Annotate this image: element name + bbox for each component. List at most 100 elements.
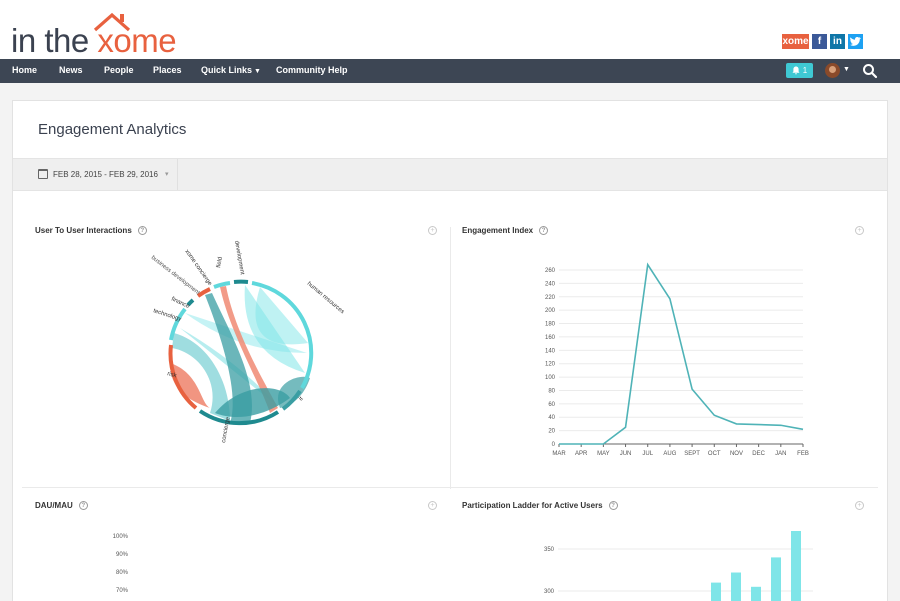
y-tick-label: 180 — [545, 322, 556, 328]
expand-icon[interactable]: + — [855, 226, 864, 235]
y-tick-label: 200 — [545, 308, 556, 314]
analytics-panel: Engagement Analytics FEB 28, 2015 - FEB … — [12, 100, 888, 601]
nav-quick-links[interactable]: Quick Links ▼ — [201, 59, 261, 83]
y-tick-label: 300 — [544, 589, 555, 595]
participation-ladder-chart: 300350400 — [544, 531, 813, 601]
twitter-icon[interactable] — [848, 34, 863, 49]
chevron-down-icon: ▼ — [254, 68, 261, 75]
xome-icon[interactable]: xome — [782, 34, 809, 49]
expand-icon[interactable]: + — [428, 226, 437, 235]
bar — [791, 531, 801, 601]
expand-icon[interactable]: + — [428, 501, 437, 510]
x-tick-label: MAY — [597, 451, 610, 457]
help-icon[interactable]: ? — [539, 226, 549, 235]
filter-separator — [177, 159, 178, 190]
daumau-chart: 100% 90% 80% 70% — [113, 534, 129, 594]
x-tick-label: DEC — [752, 451, 765, 457]
y-tick-label: 20 — [548, 429, 555, 435]
nav-community-help[interactable]: Community Help — [276, 65, 348, 75]
chevron-down-icon[interactable]: ▼ — [843, 66, 850, 73]
y-tick-label: 80% — [116, 570, 129, 576]
y-tick-label: 100 — [545, 375, 556, 381]
y-tick-label: 80 — [548, 388, 555, 394]
y-tick-label: 140 — [545, 348, 556, 354]
nav-home[interactable]: Home — [12, 65, 38, 75]
chord-ribbon — [172, 333, 230, 421]
interactions-card-title: User To User Interactions ? — [35, 226, 147, 235]
nav-news[interactable]: News — [59, 65, 83, 75]
chord-arc-business-development — [196, 287, 211, 298]
social-links: xome f in — [782, 34, 863, 49]
avatar[interactable] — [825, 63, 840, 78]
nav-places[interactable]: Places — [153, 65, 182, 75]
chord-label-field: field — [216, 256, 224, 268]
chord-label-it: it — [298, 396, 305, 403]
y-tick-label: 60 — [548, 402, 555, 408]
x-tick-label: JAN — [775, 451, 786, 457]
help-icon[interactable]: ? — [608, 501, 618, 510]
calendar-icon — [38, 169, 48, 179]
chord-ribbon — [170, 363, 210, 408]
x-tick-label: JUN — [620, 451, 632, 457]
ladder-title-text: Participation Ladder for Active Users — [462, 501, 603, 510]
chord-ribbon — [220, 286, 278, 413]
chord-arc-xome-concierge — [213, 281, 231, 289]
y-tick-label: 220 — [545, 295, 556, 301]
bell-icon — [792, 66, 800, 75]
bar — [711, 582, 721, 601]
nav-quick-links-label: Quick Links — [201, 65, 253, 75]
nav-people[interactable]: People — [104, 65, 134, 75]
chord-arc-human-resources — [251, 281, 314, 389]
help-icon[interactable]: ? — [78, 501, 88, 510]
facebook-icon[interactable]: f — [812, 34, 827, 49]
bar — [751, 586, 761, 601]
search-icon[interactable] — [862, 63, 878, 79]
card-divider-vertical — [450, 227, 451, 489]
y-tick-label: 240 — [545, 281, 556, 287]
notification-count: 1 — [802, 66, 808, 75]
main-nav: Home News People Places Quick Links ▼ Com… — [0, 59, 900, 83]
y-tick-label: 120 — [545, 362, 556, 368]
engagement-card-title: Engagement Index ? — [462, 226, 549, 235]
y-tick-label: 160 — [545, 335, 556, 341]
chord-arc-concierge — [198, 409, 280, 426]
help-icon[interactable]: ? — [137, 226, 147, 235]
chord-label-risk: risk — [166, 371, 178, 379]
ladder-card-title: Participation Ladder for Active Users ? — [462, 501, 618, 510]
daumau-card-title: DAU/MAU ? — [35, 501, 88, 510]
chord-label-technology: technology — [152, 308, 181, 323]
y-tick-label: 70% — [116, 588, 129, 594]
chord-diagram: human resources it concierge risk techno… — [150, 240, 345, 443]
x-tick-label: OCT — [708, 451, 721, 457]
notifications-button[interactable]: 1 — [786, 63, 813, 78]
chord-arc-technology — [169, 307, 187, 341]
date-range-picker[interactable]: FEB 28, 2015 - FEB 29, 2016 ▾ — [38, 169, 168, 179]
chord-arc-finance — [186, 298, 195, 307]
linkedin-icon[interactable]: in — [830, 34, 845, 49]
x-tick-label: AUG — [663, 451, 676, 457]
x-tick-label: NOV — [730, 451, 743, 457]
chord-label-development: development — [233, 240, 245, 275]
chord-ribbon — [255, 287, 308, 345]
card-divider-horizontal — [22, 487, 878, 488]
logo-accent: xome — [97, 22, 177, 59]
x-tick-label: APR — [575, 451, 588, 457]
y-tick-label: 100% — [113, 534, 129, 540]
logo-wordmark: in the xome — [11, 22, 177, 60]
house-roof-icon — [93, 12, 131, 32]
chord-arc-risk — [168, 344, 198, 410]
series-line — [559, 262, 804, 445]
date-range-label: FEB 28, 2015 - FEB 29, 2016 — [53, 169, 158, 179]
chord-ribbon — [215, 388, 290, 418]
x-tick-label: JUL — [642, 451, 653, 457]
x-tick-label: MAR — [552, 451, 566, 457]
site-header: in the xome xome f in — [0, 0, 900, 59]
chord-ribbon — [205, 293, 252, 423]
filter-bar: FEB 28, 2015 - FEB 29, 2016 ▾ — [13, 158, 887, 191]
chord-arc-it — [281, 389, 302, 411]
bar — [731, 572, 741, 601]
page-title: Engagement Analytics — [38, 121, 187, 138]
y-tick-label: 90% — [116, 552, 129, 558]
chord-label-human-resources: human resources — [306, 281, 345, 315]
expand-icon[interactable]: + — [855, 501, 864, 510]
